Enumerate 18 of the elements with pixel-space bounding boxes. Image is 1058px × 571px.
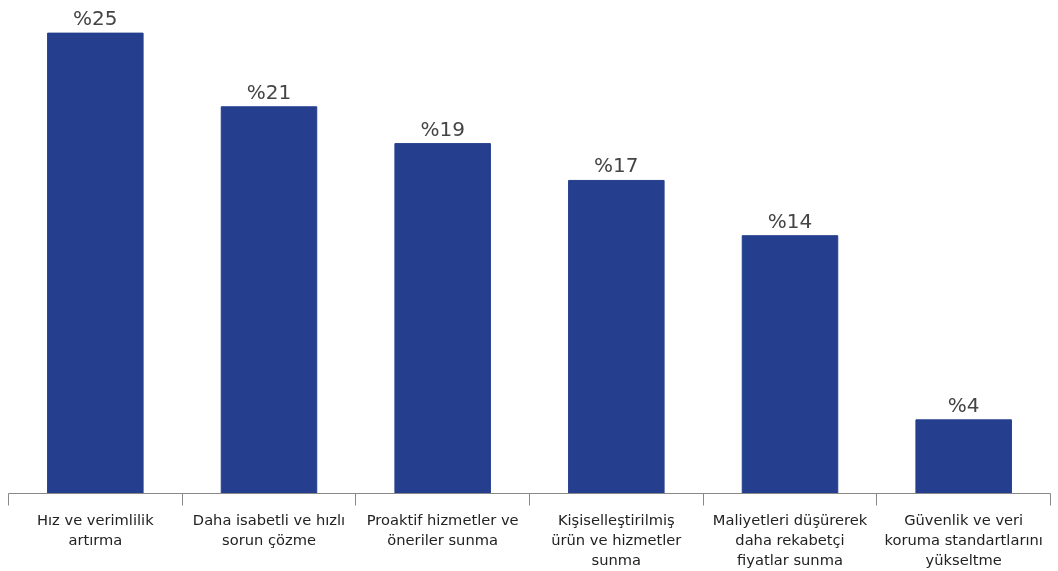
data-label: %25 [73, 6, 118, 31]
bar [220, 106, 318, 494]
bar [394, 143, 491, 494]
data-label: %17 [594, 153, 639, 178]
data-label: %19 [420, 116, 465, 141]
x-tick-label: Güvenlik ve veri koruma standartlarını yükseltme [884, 510, 1043, 569]
data-label: %14 [767, 208, 813, 233]
x-tick-label: Kişiselleştirilmiş ürün ve hizmetler sunma [551, 510, 683, 569]
x-tick-label: Proaktif hizmetler ve öneriler sunma [366, 510, 519, 548]
bar [568, 179, 665, 494]
bar [741, 235, 839, 494]
bar [47, 32, 144, 494]
x-tick-label: Daha isabetli ve hızlı sorun çözme [192, 510, 346, 548]
x-tick-label: Hız ve verimlilik artırma [37, 510, 155, 548]
data-label: %4 [947, 392, 980, 417]
x-tick-label: Maliyetleri düşürerek daha rekabetçi fiyatlar sunma [712, 510, 868, 569]
data-label: %21 [246, 79, 292, 104]
bar [915, 419, 1012, 494]
